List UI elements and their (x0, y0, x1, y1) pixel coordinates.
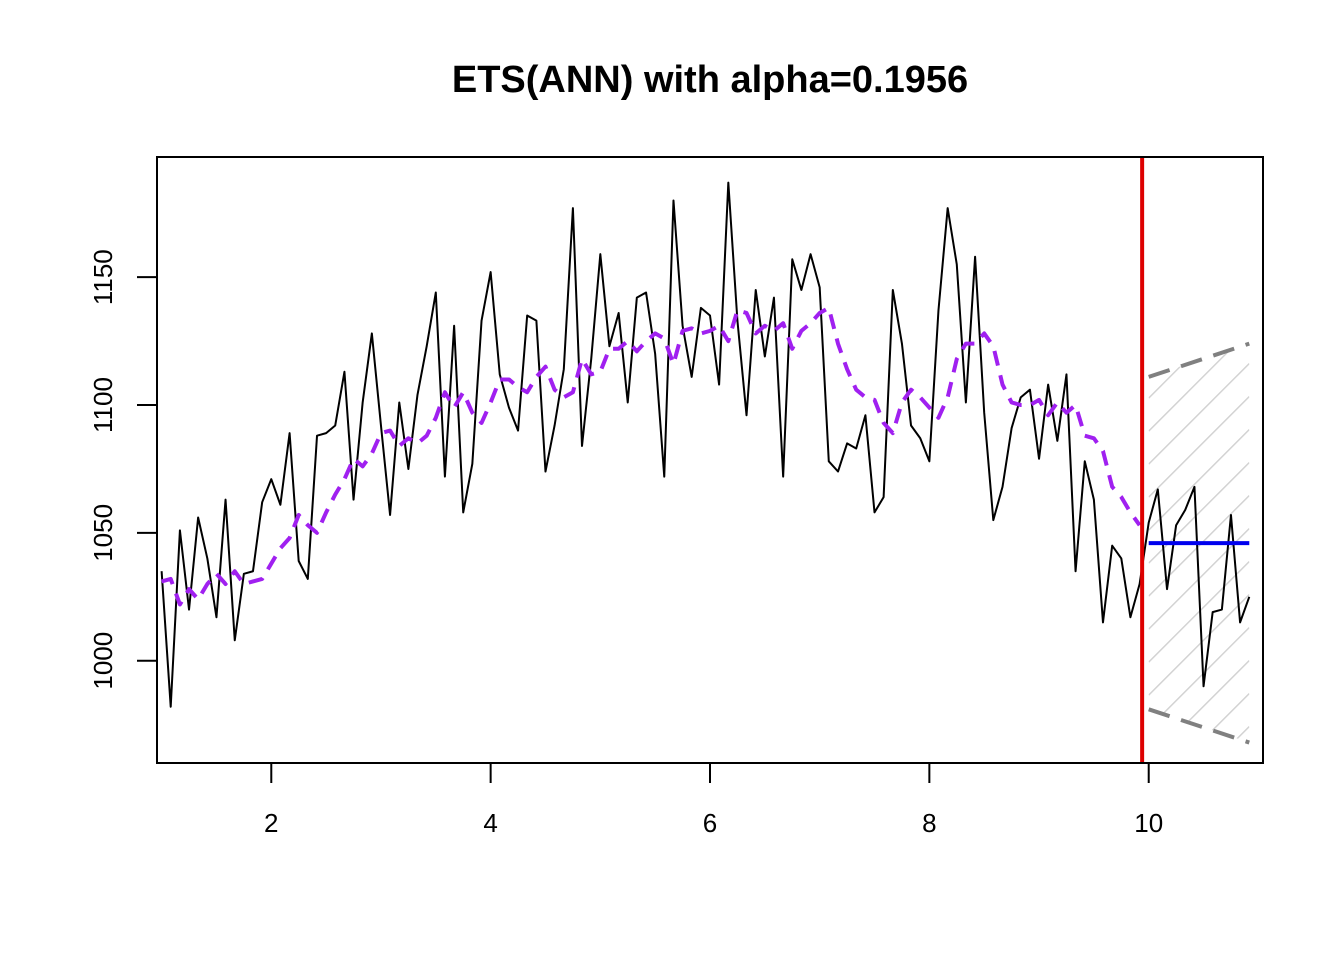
x-tick-label: 2 (264, 808, 278, 838)
x-tick-label: 10 (1134, 808, 1163, 838)
y-tick-label: 1050 (88, 504, 118, 562)
hatch-line (1148, 362, 1250, 465)
chart-title: ETS(ANN) with alpha=0.1956 (452, 59, 968, 101)
hatch-line (1148, 560, 1250, 663)
hatch-line (1148, 461, 1250, 564)
hatch-line (1148, 395, 1250, 498)
y-tick-label: 1000 (88, 632, 118, 690)
fitted-series-line (161, 305, 1142, 607)
hatch-line (1148, 659, 1250, 743)
hatch-line (1149, 199, 1250, 300)
hatch-line (1148, 428, 1250, 531)
x-axis: 2 4 6 8 10 (264, 762, 1163, 838)
lower-interval-line (1148, 707, 1250, 745)
hatch-line (1148, 343, 1250, 399)
hatch-line (1149, 166, 1250, 267)
interval-hatch (1148, 133, 1250, 743)
plot-area (160, 133, 1251, 763)
hatch-line (1148, 725, 1250, 743)
hatch-line (1148, 593, 1250, 696)
plot-frame (156, 156, 1264, 764)
hatch-line (1149, 133, 1250, 234)
y-tick-label: 1150 (88, 249, 118, 305)
hatch-line (1148, 626, 1250, 729)
hatch-line (1149, 232, 1250, 333)
x-tick-label: 8 (922, 808, 936, 838)
x-tick-label: 6 (703, 808, 717, 838)
actual-series-line (160, 181, 1251, 708)
upper-interval-line (1148, 341, 1250, 379)
x-tick-label: 4 (483, 808, 497, 838)
hatch-line (1148, 343, 1250, 432)
y-axis: 1000 1050 1100 1150 (88, 249, 158, 690)
hatch-line (1148, 692, 1250, 743)
y-tick-label: 1100 (88, 377, 118, 433)
